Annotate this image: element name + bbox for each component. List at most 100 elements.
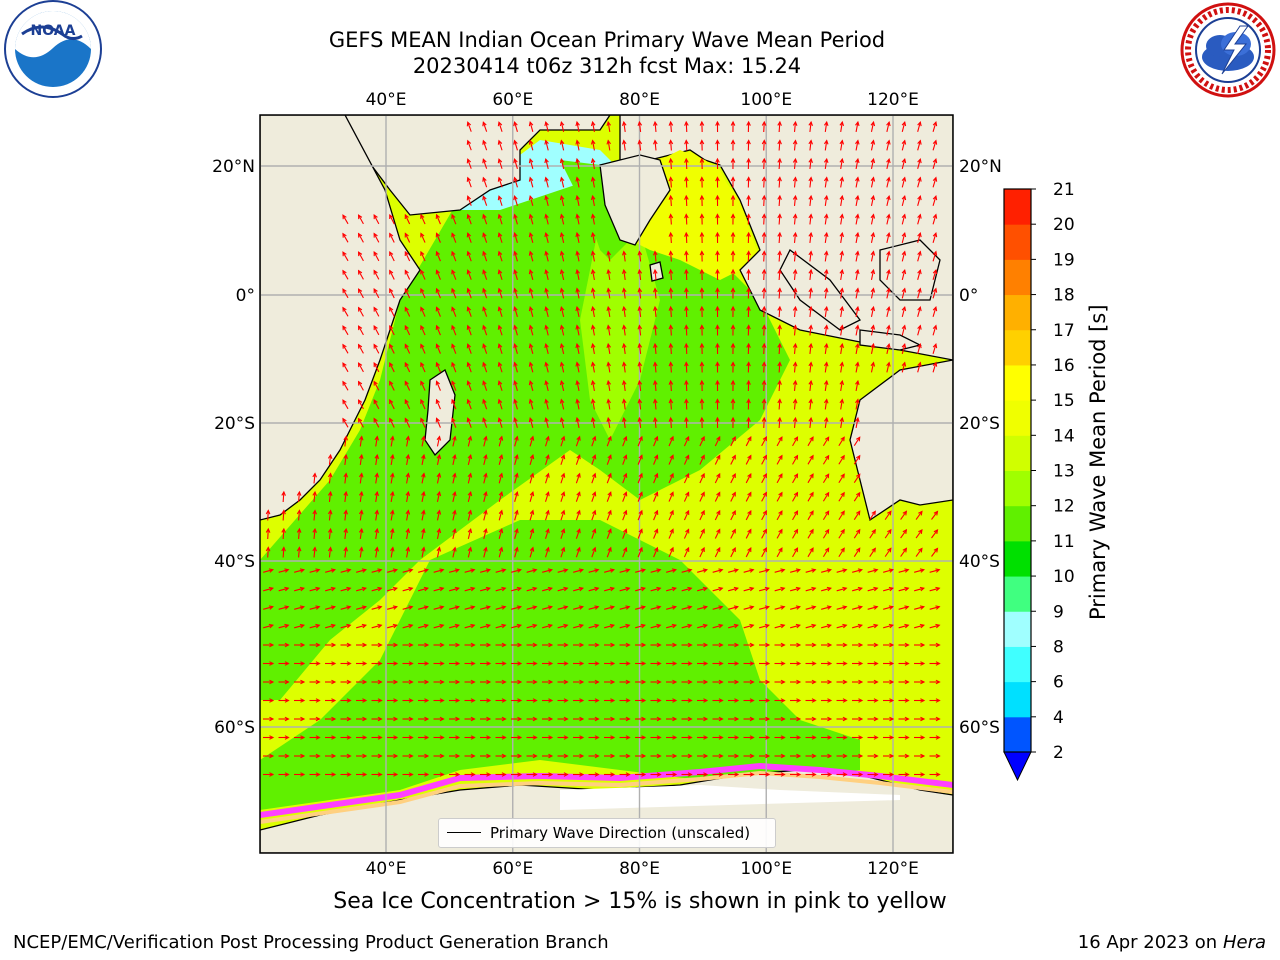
wave-direction-arrowhead xyxy=(904,623,910,629)
wave-direction-arrow xyxy=(685,140,688,151)
wave-direction-arrowhead xyxy=(761,157,767,163)
wave-direction-arrowhead xyxy=(668,305,674,311)
wave-direction-arrowhead xyxy=(792,305,798,311)
wave-direction-arrowhead xyxy=(855,547,861,553)
wave-direction-arrow xyxy=(867,569,878,573)
wave-direction-arrowhead xyxy=(761,324,767,330)
wave-direction-arrow xyxy=(623,399,626,410)
wave-direction-arrowhead xyxy=(269,735,275,740)
colorbar-tick-label: 11 xyxy=(1053,532,1075,552)
wave-direction-arrowhead xyxy=(594,772,600,777)
wave-direction-arrow xyxy=(670,306,672,318)
wave-direction-arrowhead xyxy=(730,324,736,330)
wave-direction-arrowhead xyxy=(424,698,430,703)
wave-direction-arrowhead xyxy=(793,547,799,553)
wave-direction-arrowhead xyxy=(824,454,830,460)
wave-direction-arrowhead xyxy=(609,568,615,573)
wave-direction-arrowhead xyxy=(901,157,907,164)
wave-direction-arrow xyxy=(901,288,906,299)
wave-direction-arrowhead xyxy=(792,120,798,126)
wave-direction-arrow xyxy=(761,547,767,558)
wave-direction-arrowhead xyxy=(747,546,752,553)
legend-line-icon xyxy=(447,832,481,833)
wave-direction-arrowhead xyxy=(361,586,367,592)
wave-direction-arrowhead xyxy=(559,194,565,201)
wave-direction-arrowhead xyxy=(358,453,364,460)
wave-direction-arrowhead xyxy=(609,586,615,592)
wave-direction-arrow xyxy=(855,269,859,281)
wave-direction-arrowhead xyxy=(730,231,736,237)
wave-direction-arrowhead xyxy=(439,716,445,722)
wave-direction-arrow xyxy=(699,436,705,447)
wave-direction-arrowhead xyxy=(300,642,306,648)
wave-direction-arrowhead xyxy=(529,472,535,478)
wave-direction-arrow xyxy=(685,362,688,373)
wave-direction-arrowhead xyxy=(470,698,476,703)
wave-direction-arrowhead xyxy=(545,435,550,441)
wave-direction-arrow xyxy=(774,624,785,629)
wave-direction-arrow xyxy=(792,547,798,558)
wave-direction-arrow xyxy=(328,547,332,558)
wave-direction-arrow xyxy=(838,473,845,484)
wave-direction-arrowhead xyxy=(765,679,771,685)
wave-direction-arrow xyxy=(668,492,674,502)
wave-direction-arrowhead xyxy=(827,772,833,777)
wave-direction-arrowhead xyxy=(377,623,383,629)
wave-direction-arrow xyxy=(467,122,472,132)
wave-direction-arrowhead xyxy=(486,698,492,703)
wave-direction-arrow xyxy=(728,606,738,610)
lat-tick-left: 0° xyxy=(236,286,255,306)
wave-direction-arrowhead xyxy=(827,698,833,703)
wave-direction-arrow xyxy=(761,492,767,502)
wave-direction-arrowhead xyxy=(702,623,708,629)
wave-direction-arrowhead xyxy=(793,491,799,497)
wave-direction-arrowhead xyxy=(718,753,724,759)
wave-direction-arrowhead xyxy=(455,716,461,722)
wave-direction-arrowhead xyxy=(455,661,461,666)
wave-direction-arrow xyxy=(666,606,676,610)
wave-direction-arrowhead xyxy=(516,568,522,573)
wave-direction-arrowhead xyxy=(840,473,845,479)
wave-direction-arrow xyxy=(778,380,781,392)
wave-direction-arrow xyxy=(420,381,426,391)
wave-direction-arrowhead xyxy=(780,716,786,722)
wave-direction-arrow xyxy=(480,587,490,592)
wave-direction-arrow xyxy=(451,344,457,354)
wave-direction-arrowhead xyxy=(513,269,518,275)
wave-direction-arrowhead xyxy=(621,361,627,367)
wave-direction-arrow xyxy=(373,362,380,373)
wave-direction-arrowhead xyxy=(764,605,770,610)
wave-direction-arrow xyxy=(294,569,304,573)
wave-direction-arrowhead xyxy=(374,546,380,552)
wave-direction-arrowhead xyxy=(746,361,751,367)
wave-direction-arrow xyxy=(761,510,767,521)
wave-direction-arrow xyxy=(451,399,457,410)
wave-direction-arrowhead xyxy=(606,139,612,145)
wave-direction-arrow xyxy=(404,307,411,317)
land-india xyxy=(599,154,671,246)
wave-direction-arrowhead xyxy=(734,698,740,703)
wave-direction-arrow xyxy=(467,510,472,521)
wave-direction-arrowhead xyxy=(454,568,460,573)
wave-direction-arrow xyxy=(482,307,488,317)
wave-direction-arrowhead xyxy=(839,305,845,312)
wave-direction-arrow xyxy=(855,177,859,188)
wave-direction-arrowhead xyxy=(268,623,274,629)
wave-direction-arrowhead xyxy=(455,772,461,777)
wave-direction-arrow xyxy=(607,343,611,355)
wave-direction-arrow xyxy=(592,269,595,281)
wave-direction-arrow xyxy=(653,436,658,447)
wave-direction-arrowhead xyxy=(637,324,643,330)
wave-direction-arrowhead xyxy=(653,305,658,311)
wave-direction-arrow xyxy=(387,569,397,573)
wave-direction-arrow xyxy=(836,569,847,573)
wave-direction-arrow xyxy=(560,288,565,299)
wave-direction-arrowhead xyxy=(687,735,693,740)
wave-direction-arrowhead xyxy=(390,435,395,441)
colorbar-segment xyxy=(1004,400,1031,436)
wave-direction-arrow xyxy=(298,510,300,521)
wave-direction-arrow xyxy=(420,270,426,280)
wave-direction-arrowhead xyxy=(870,268,876,275)
wave-direction-arrow xyxy=(529,381,534,391)
wave-direction-arrowhead xyxy=(532,735,538,740)
